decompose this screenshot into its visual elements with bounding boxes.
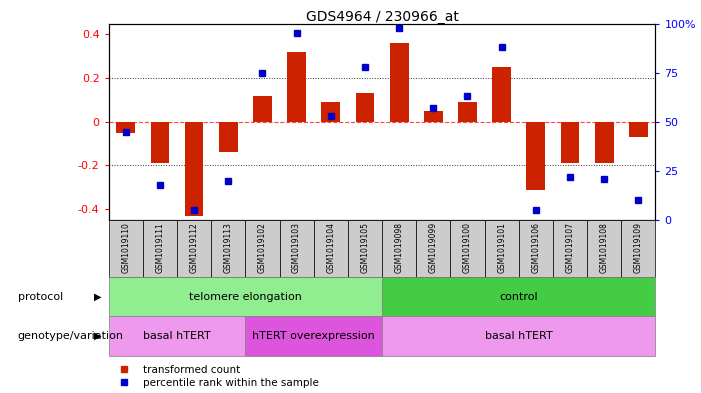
Text: GSM1019107: GSM1019107	[566, 222, 575, 273]
Bar	[621, 220, 655, 277]
Text: GSM1019098: GSM1019098	[395, 222, 404, 273]
Text: protocol: protocol	[18, 292, 63, 302]
Bar	[451, 220, 484, 277]
Text: GSM1019099: GSM1019099	[429, 222, 438, 273]
Bar	[355, 94, 374, 122]
Bar	[492, 67, 511, 122]
Text: telomere elongation: telomere elongation	[189, 292, 302, 302]
Bar	[629, 122, 648, 137]
Text: GSM1019111: GSM1019111	[156, 222, 165, 272]
Bar	[245, 220, 280, 277]
Text: ▶: ▶	[94, 292, 102, 302]
Bar	[382, 277, 655, 316]
Bar	[109, 316, 245, 356]
Text: basal hTERT: basal hTERT	[143, 331, 211, 341]
Bar	[314, 220, 348, 277]
Text: basal hTERT: basal hTERT	[485, 331, 552, 341]
Legend: transformed count, percentile rank within the sample: transformed count, percentile rank withi…	[114, 365, 319, 388]
Bar	[553, 220, 587, 277]
Bar	[424, 111, 443, 122]
Text: GSM1019113: GSM1019113	[224, 222, 233, 273]
Bar	[219, 122, 238, 152]
Bar	[143, 220, 177, 277]
Bar	[484, 220, 519, 277]
Text: GSM1019110: GSM1019110	[121, 222, 130, 273]
Bar	[382, 316, 655, 356]
Bar	[416, 220, 451, 277]
Text: ▶: ▶	[94, 331, 102, 341]
Bar	[184, 122, 203, 216]
Text: genotype/variation: genotype/variation	[18, 331, 123, 341]
Bar	[519, 220, 553, 277]
Bar	[587, 220, 621, 277]
Bar	[561, 122, 580, 163]
Bar	[287, 52, 306, 122]
Bar	[116, 122, 135, 133]
Text: GSM1019103: GSM1019103	[292, 222, 301, 273]
Bar	[382, 220, 416, 277]
Bar	[458, 102, 477, 122]
Bar	[109, 220, 143, 277]
Text: GSM1019105: GSM1019105	[360, 222, 369, 273]
Bar	[253, 95, 272, 122]
Text: control: control	[499, 292, 538, 302]
Bar	[390, 43, 409, 122]
Text: GSM1019104: GSM1019104	[326, 222, 335, 273]
Bar	[211, 220, 245, 277]
Bar	[109, 277, 382, 316]
Bar	[280, 220, 314, 277]
Bar	[594, 122, 613, 163]
Bar	[177, 220, 211, 277]
Bar	[348, 220, 382, 277]
Text: GDS4964 / 230966_at: GDS4964 / 230966_at	[306, 10, 458, 24]
Text: GSM1019106: GSM1019106	[531, 222, 540, 273]
Text: GSM1019100: GSM1019100	[463, 222, 472, 273]
Text: GSM1019101: GSM1019101	[497, 222, 506, 273]
Text: GSM1019108: GSM1019108	[599, 222, 608, 273]
Bar	[526, 122, 545, 189]
Bar	[245, 316, 382, 356]
Bar	[151, 122, 170, 163]
Text: hTERT overexpression: hTERT overexpression	[252, 331, 375, 341]
Text: GSM1019109: GSM1019109	[634, 222, 643, 273]
Bar	[321, 102, 340, 122]
Text: GSM1019102: GSM1019102	[258, 222, 267, 273]
Text: GSM1019112: GSM1019112	[189, 222, 198, 272]
